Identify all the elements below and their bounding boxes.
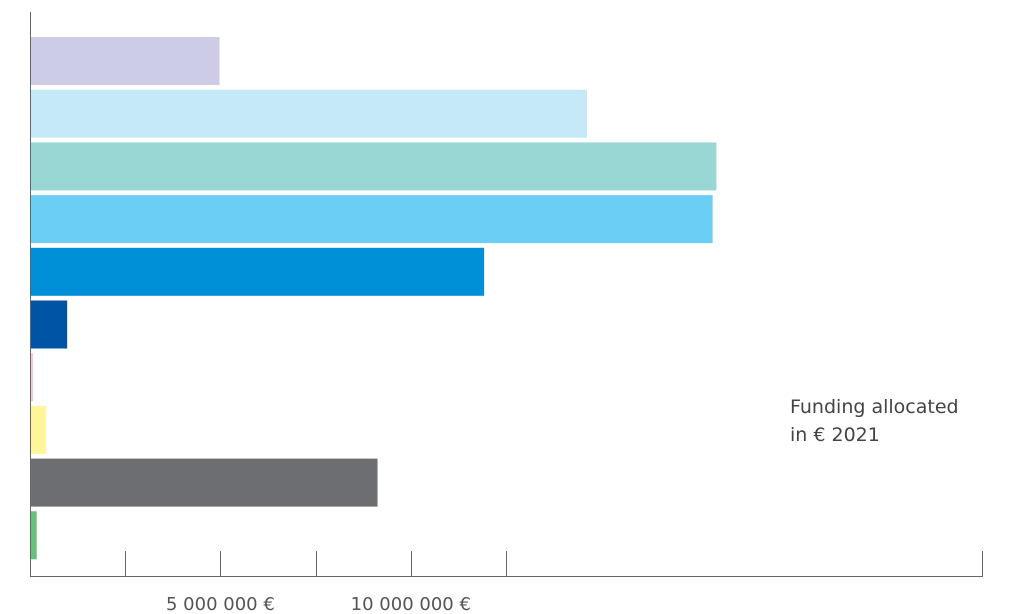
annotation-line-2: in € 2021 xyxy=(790,421,959,449)
bar-1 xyxy=(31,37,219,85)
bar-9 xyxy=(31,459,378,507)
bar-3 xyxy=(31,142,716,190)
x-tick-label-1: 5 000 000 € xyxy=(166,594,275,614)
bar-6 xyxy=(31,301,67,349)
bar-5 xyxy=(31,248,484,296)
bar-10 xyxy=(31,511,37,559)
annotation-line-1: Funding allocated xyxy=(790,393,959,421)
bar-4 xyxy=(31,195,713,243)
chart-annotation: Funding allocated in € 2021 xyxy=(790,393,959,449)
x-tick-label-2: 10 000 000 € xyxy=(351,594,471,614)
bar-2 xyxy=(31,90,587,138)
bar-8 xyxy=(31,406,46,454)
bar-7 xyxy=(31,353,33,401)
